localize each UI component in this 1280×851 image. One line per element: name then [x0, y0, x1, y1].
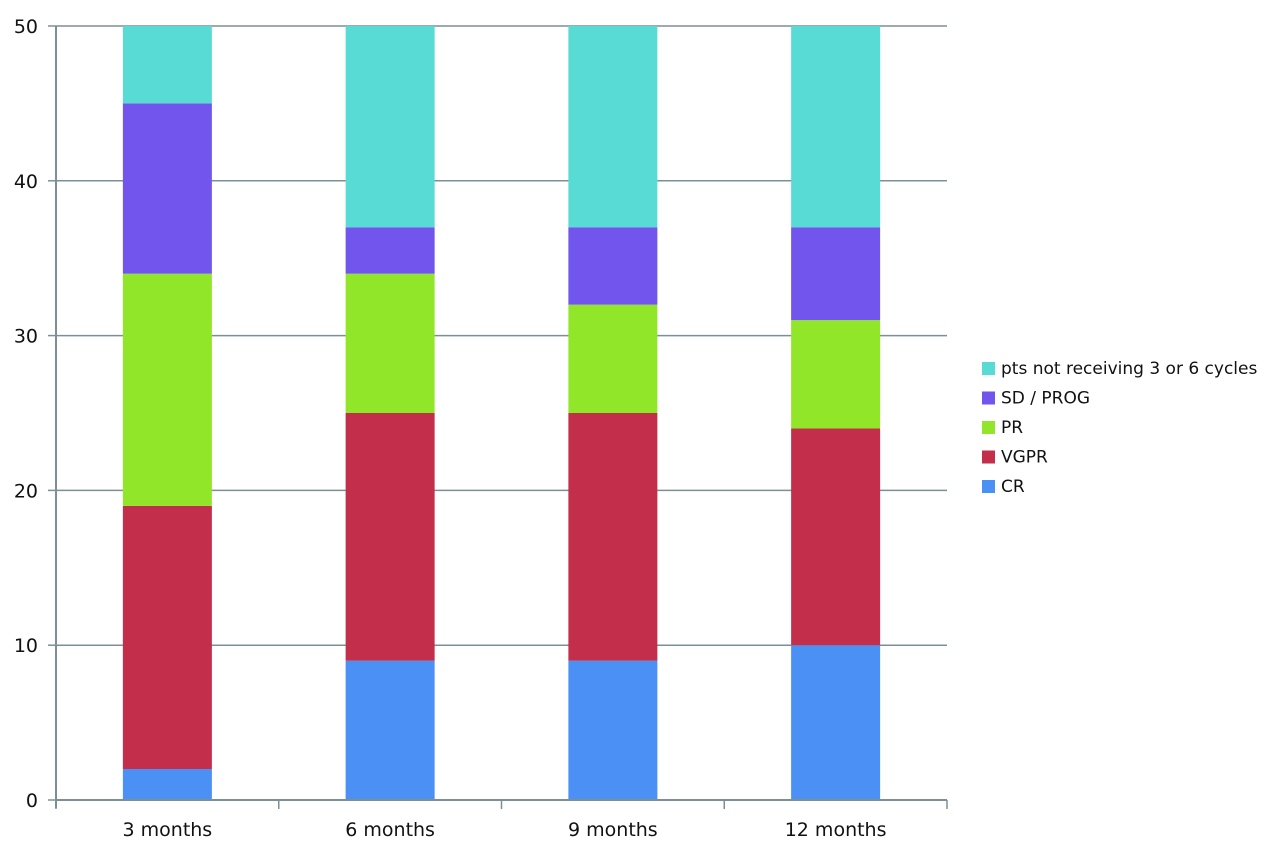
bar-12-months-cr	[791, 645, 881, 800]
bar-9-months-sd-prog	[568, 227, 658, 305]
bar-12-months-pts-not-receiving-3-or-6-cycles	[791, 26, 881, 228]
legend-label: VGPR	[1001, 448, 1048, 468]
bar-9-months-vgpr	[568, 413, 658, 661]
bars	[122, 26, 881, 800]
bar-6-months-pr	[345, 273, 435, 413]
bar-3-months-cr	[122, 769, 212, 800]
y-tick-label: 10	[14, 635, 38, 657]
y-tick-label: 50	[14, 16, 38, 38]
legend-label: pts not receiving 3 or 6 cycles	[1001, 359, 1257, 379]
bar-6-months-cr	[345, 660, 435, 800]
legend-swatch-vgpr	[982, 450, 995, 464]
bar-9-months-pr	[568, 304, 658, 413]
y-tick-label: 40	[14, 171, 38, 193]
bar-12-months-vgpr	[791, 428, 881, 646]
legend: pts not receiving 3 or 6 cycles SD / PROG…	[982, 359, 1257, 497]
x-tick-label: 12 months	[785, 819, 887, 841]
legend-swatch-cr	[982, 480, 995, 493]
legend-swatch-sd-prog	[982, 391, 995, 405]
bar-9-months-pts-not-receiving-3-or-6-cycles	[568, 26, 658, 228]
bar-9-months-cr	[568, 660, 658, 800]
y-tick-label: 30	[14, 326, 38, 348]
legend-label: CR	[1001, 477, 1025, 497]
y-tick-label: 0	[26, 790, 38, 812]
y-tick-label: 20	[14, 480, 38, 502]
x-tick-label: 3 months	[123, 819, 213, 841]
legend-label: SD / PROG	[1001, 389, 1090, 409]
bar-12-months-sd-prog	[791, 227, 881, 321]
bar-3-months-pts-not-receiving-3-or-6-cycles	[122, 26, 212, 104]
bar-6-months-vgpr	[345, 413, 435, 661]
legend-label: PR	[1001, 418, 1023, 438]
bar-6-months-sd-prog	[345, 227, 435, 274]
bar-3-months-sd-prog	[122, 103, 212, 274]
x-tick-label: 9 months	[568, 819, 658, 841]
axes: 0 10 20 30 40 50 3 months 6 months 9 months 12 mo…	[14, 16, 948, 841]
bar-3-months-pr	[122, 273, 212, 506]
bar-6-months-pts-not-receiving-3-or-6-cycles	[345, 26, 435, 228]
bar-12-months-pr	[791, 320, 881, 429]
bar-3-months-vgpr	[122, 505, 212, 770]
legend-swatch-pts-not-receiving-3-or-6-cycles	[982, 362, 995, 375]
legend-swatch-pr	[982, 421, 995, 434]
x-tick-label: 6 months	[345, 819, 435, 841]
